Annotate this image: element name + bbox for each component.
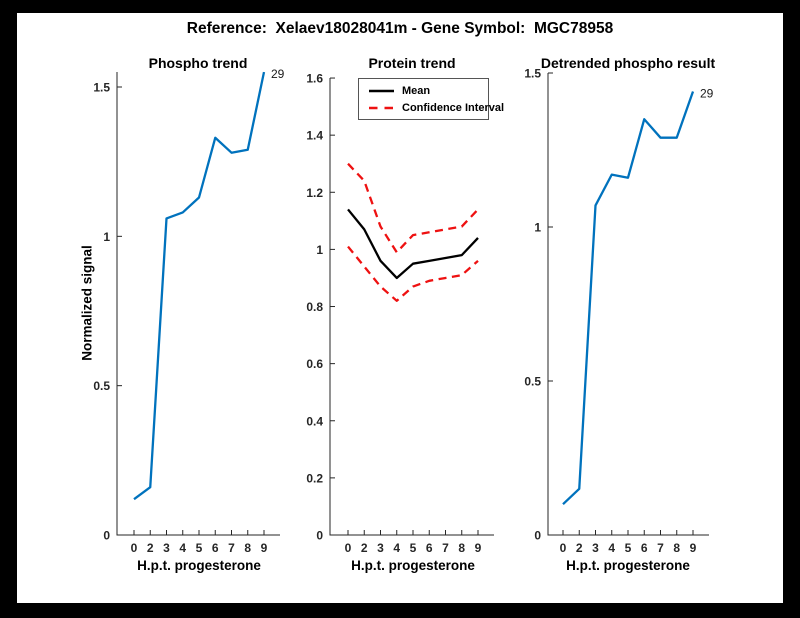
svg-text:3: 3 [163,541,170,555]
svg-text:0.4: 0.4 [306,414,323,428]
svg-text:8: 8 [244,541,251,555]
legend-item-confidence-interval: Confidence Interval [368,101,504,114]
protein-trend-plot: 00.20.40.60.811.21.41.60 2 3 4 5 6 7 8 9 [306,72,494,555]
svg-text:0: 0 [103,529,110,543]
svg-text:0.5: 0.5 [524,375,541,389]
svg-text:0.8: 0.8 [306,300,323,314]
svg-text:1: 1 [316,243,323,257]
svg-text:4: 4 [608,541,615,555]
svg-text:0: 0 [345,541,352,555]
confidence-interval-line-swatch-icon [369,106,394,109]
svg-text:0.6: 0.6 [306,357,323,371]
svg-text:0.5: 0.5 [93,379,110,393]
svg-text:0: 0 [534,529,541,543]
svg-text:9: 9 [475,541,482,555]
legend-item-mean: Mean [368,84,488,97]
svg-text:1.6: 1.6 [306,72,323,86]
svg-text:1.5: 1.5 [524,67,541,81]
svg-text:9: 9 [261,541,268,555]
svg-text:1.5: 1.5 [93,80,110,94]
figure-page: Reference: Xelaev18028041m - Gene Symbol… [17,13,783,603]
x-axis-label-protein: H.p.t. progesterone [351,558,475,573]
svg-text:29: 29 [271,67,285,81]
svg-text:5: 5 [196,541,203,555]
svg-text:6: 6 [212,541,219,555]
legend-label-confidence-interval: Confidence Interval [402,101,505,114]
svg-text:4: 4 [393,541,400,555]
svg-text:3: 3 [377,541,384,555]
svg-text:2: 2 [361,541,368,555]
svg-text:0.2: 0.2 [306,471,323,485]
figure-title: Reference: Xelaev18028041m - Gene Symbol… [186,20,614,37]
svg-text:1.2: 1.2 [306,186,323,200]
legend: Mean Confidence Interval [358,78,504,120]
svg-text:8: 8 [458,541,465,555]
svg-text:7: 7 [657,541,664,555]
svg-text:8: 8 [673,541,680,555]
svg-text:9: 9 [690,541,697,555]
charts-svg: 00.511.50 2 3 4 5 6 7 8 92900.20.40.60.811.21.41… [93,67,713,556]
svg-text:3: 3 [592,541,599,555]
svg-text:0: 0 [316,529,323,543]
detrended-phospho-title: Detrended phospho result [540,55,716,71]
svg-text:29: 29 [700,86,714,100]
phospho-trend-title: Phospho trend [148,55,248,71]
phospho-trend-plot: 00.511.50 2 3 4 5 6 7 8 929 [93,67,284,555]
protein-trend-title: Protein trend [368,55,456,71]
svg-text:7: 7 [228,541,235,555]
svg-text:2: 2 [576,541,583,555]
svg-text:6: 6 [426,541,433,555]
detrended-phospho-plot: 00.511.50 2 3 4 5 6 7 8 929 [524,67,713,556]
legend-label-mean: Mean [402,84,431,97]
svg-text:6: 6 [641,541,648,555]
svg-text:5: 5 [625,541,632,555]
svg-text:0: 0 [560,541,567,555]
mean-line-swatch-icon [369,89,394,92]
x-axis-label-detrended: H.p.t. progesterone [566,558,690,573]
svg-text:1: 1 [103,230,110,244]
svg-text:0: 0 [131,541,138,555]
x-axis-label-phospho: H.p.t. progesterone [137,558,261,573]
svg-text:1.4: 1.4 [306,129,323,143]
svg-text:7: 7 [442,541,449,555]
svg-text:5: 5 [410,541,417,555]
svg-text:1: 1 [534,221,541,235]
svg-text:4: 4 [179,541,186,555]
svg-text:2: 2 [147,541,154,555]
